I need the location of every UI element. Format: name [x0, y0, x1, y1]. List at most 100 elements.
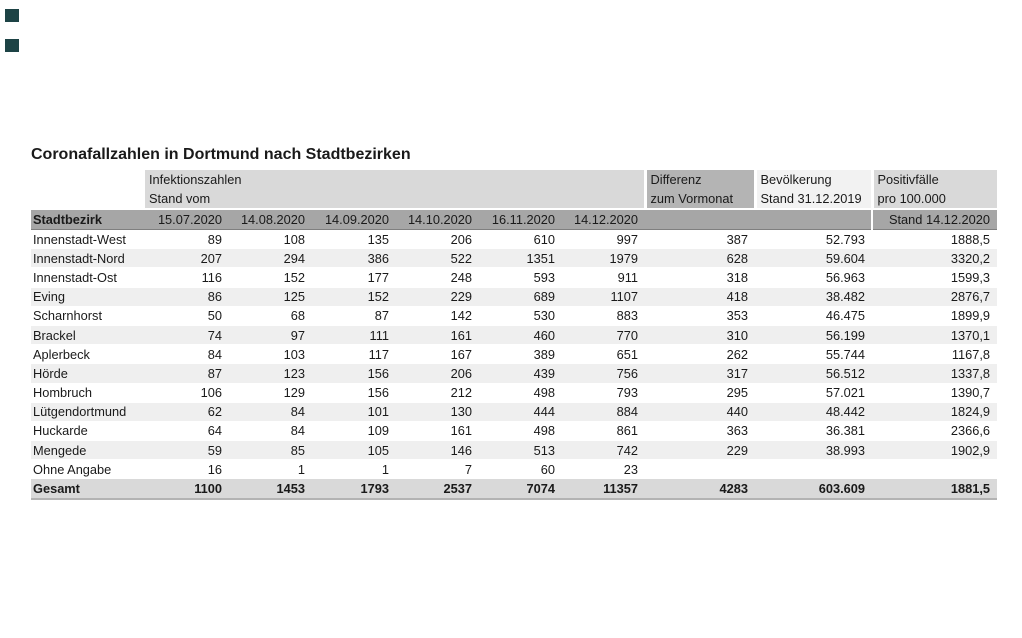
value-cell: 418 — [645, 287, 756, 307]
date-column-header: 14.10.2020 — [396, 209, 479, 230]
value-cell: 89 — [145, 229, 229, 250]
value-cell: 318 — [645, 267, 756, 288]
infection-group-header: Infektionszahlen Stand vom — [145, 170, 646, 210]
table-body: Innenstadt-West 89 108 135 206 610 997 387 52.79… — [31, 229, 998, 501]
value-cell: 793 — [562, 383, 646, 403]
value-cell: 56.963 — [755, 267, 873, 288]
value-cell: 513 — [479, 440, 562, 461]
value-cell: 52.793 — [755, 229, 873, 250]
value-cell: 1888,5 — [872, 229, 998, 250]
value-cell: 59.604 — [755, 248, 873, 269]
table-row: Hörde 87 123 156 206 439 756 317 56.512 1337,8 — [31, 363, 998, 384]
district-name-cell: Lütgendortmund — [31, 402, 145, 422]
value-cell: 262 — [645, 344, 756, 365]
value-cell: 101 — [312, 402, 396, 422]
positive-rate-group-header: Positivfälle pro 100.000 — [870, 170, 998, 210]
table-row: Lütgendortmund 62 84 101 130 444 884 440 48.442 1… — [31, 402, 998, 422]
table-row: Innenstadt-West 89 108 135 206 610 997 387 52.79… — [31, 229, 998, 250]
value-cell: 74 — [145, 325, 229, 346]
group-header-line: Infektionszahlen — [149, 172, 242, 187]
value-cell: 142 — [396, 306, 479, 326]
district-name-cell: Innenstadt-Nord — [31, 248, 145, 269]
value-cell: 167 — [396, 344, 479, 365]
total-row: Gesamt 1100 1453 1793 2537 7074 11357 4283 603.6… — [31, 478, 998, 501]
district-name-cell: Hombruch — [31, 383, 145, 403]
value-cell: 62 — [145, 402, 229, 422]
value-cell: 460 — [479, 325, 562, 346]
value-cell: 36.381 — [755, 421, 873, 442]
value-cell: 1100 — [145, 478, 229, 501]
value-cell: 1351 — [479, 248, 562, 269]
district-name-cell: Eving — [31, 287, 145, 307]
value-cell: 109 — [312, 421, 396, 442]
value-cell: 4283 — [645, 478, 756, 501]
date-column-header: 15.07.2020 — [145, 209, 229, 230]
table-row: Scharnhorst 50 68 87 142 530 883 353 46.475 1899,… — [31, 306, 998, 326]
column-group-header-row: Infektionszahlen Stand vom Differenz zum… — [31, 170, 998, 210]
value-cell: 156 — [312, 383, 396, 403]
value-cell: 11357 — [562, 478, 646, 501]
value-cell: 353 — [645, 306, 756, 326]
district-name-cell: Brackel — [31, 325, 145, 346]
value-cell: 1902,9 — [872, 440, 998, 461]
value-cell: 1 — [229, 459, 312, 480]
value-cell: 593 — [479, 267, 562, 288]
value-cell: 610 — [479, 229, 562, 250]
corner-marker-square — [5, 39, 19, 52]
value-cell: 387 — [645, 229, 756, 250]
value-cell: 48.442 — [755, 402, 873, 422]
value-cell: 1 — [312, 459, 396, 480]
value-cell: 295 — [645, 383, 756, 403]
column-header-row: Stadtbezirk 15.07.2020 14.08.2020 14.09.… — [31, 209, 998, 230]
district-name-cell: Innenstadt-Ost — [31, 267, 145, 288]
value-cell: 1824,9 — [872, 402, 998, 422]
value-cell: 770 — [562, 325, 646, 346]
district-name-cell: Aplerbeck — [31, 344, 145, 365]
value-cell: 146 — [396, 440, 479, 461]
table-row: Hombruch 106 129 156 212 498 793 295 57.021 1390,… — [31, 383, 998, 403]
table-row: Ohne Angabe 16 1 1 7 60 23 — [31, 459, 998, 480]
value-cell: 212 — [396, 383, 479, 403]
district-name-cell: Scharnhorst — [31, 306, 145, 326]
value-cell: 177 — [312, 267, 396, 288]
value-cell: 161 — [396, 421, 479, 442]
group-header-line: Positivfälle — [877, 172, 939, 187]
value-cell: 38.482 — [755, 287, 873, 307]
value-cell: 1370,1 — [872, 325, 998, 346]
group-header-line: Stand vom — [149, 191, 211, 206]
date-column-header: 16.11.2020 — [479, 209, 562, 230]
value-cell: 46.475 — [755, 306, 873, 326]
value-cell: 116 — [145, 267, 229, 288]
value-cell: 1979 — [562, 248, 646, 269]
group-header-line: Differenz — [650, 172, 702, 187]
value-cell: 57.021 — [755, 383, 873, 403]
value-cell: 56.512 — [755, 363, 873, 384]
value-cell: 861 — [562, 421, 646, 442]
value-cell: 439 — [479, 363, 562, 384]
table-row: Brackel 74 97 111 161 460 770 310 56.199 1370,1 — [31, 325, 998, 346]
value-cell: 105 — [312, 440, 396, 461]
value-cell: 86 — [145, 287, 229, 307]
value-cell: 97 — [229, 325, 312, 346]
value-cell: 117 — [312, 344, 396, 365]
value-cell: 1453 — [229, 478, 312, 501]
table-row: Huckarde 64 84 109 161 498 861 363 36.381 2366,6 — [31, 421, 998, 442]
population-group-header: Bevölkerung Stand 31.12.2019 — [753, 170, 873, 210]
value-cell: 1337,8 — [872, 363, 998, 384]
group-header-line: pro 100.000 — [877, 191, 946, 206]
corona-cases-table: Infektionszahlen Stand vom Differenz zum… — [31, 170, 998, 501]
value-cell: 152 — [312, 287, 396, 307]
value-cell: 152 — [229, 267, 312, 288]
value-cell: 156 — [312, 363, 396, 384]
value-cell: 7074 — [479, 478, 562, 501]
value-cell: 87 — [145, 363, 229, 384]
value-cell: 883 — [562, 306, 646, 326]
value-cell: 206 — [396, 363, 479, 384]
corner-marker-square — [5, 9, 19, 22]
value-cell: 651 — [562, 344, 646, 365]
value-cell — [872, 459, 998, 480]
value-cell: 111 — [312, 325, 396, 346]
difference-column-spacer — [645, 209, 756, 230]
value-cell: 7 — [396, 459, 479, 480]
value-cell — [645, 459, 756, 480]
